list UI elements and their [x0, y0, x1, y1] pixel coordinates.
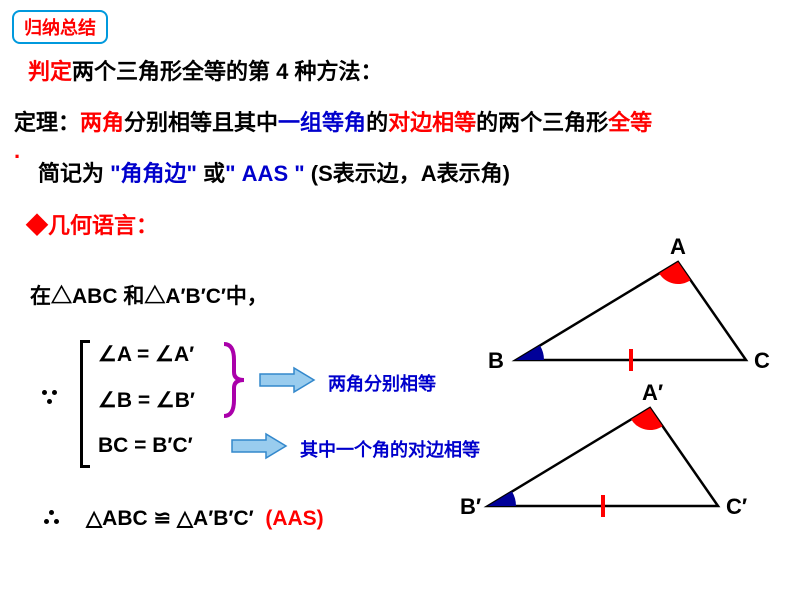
- svg-text:A′: A′: [642, 380, 663, 405]
- triangle-aprime: A′ B′ C′: [0, 0, 794, 596]
- svg-text:B′: B′: [460, 494, 481, 519]
- svg-text:C′: C′: [726, 494, 747, 519]
